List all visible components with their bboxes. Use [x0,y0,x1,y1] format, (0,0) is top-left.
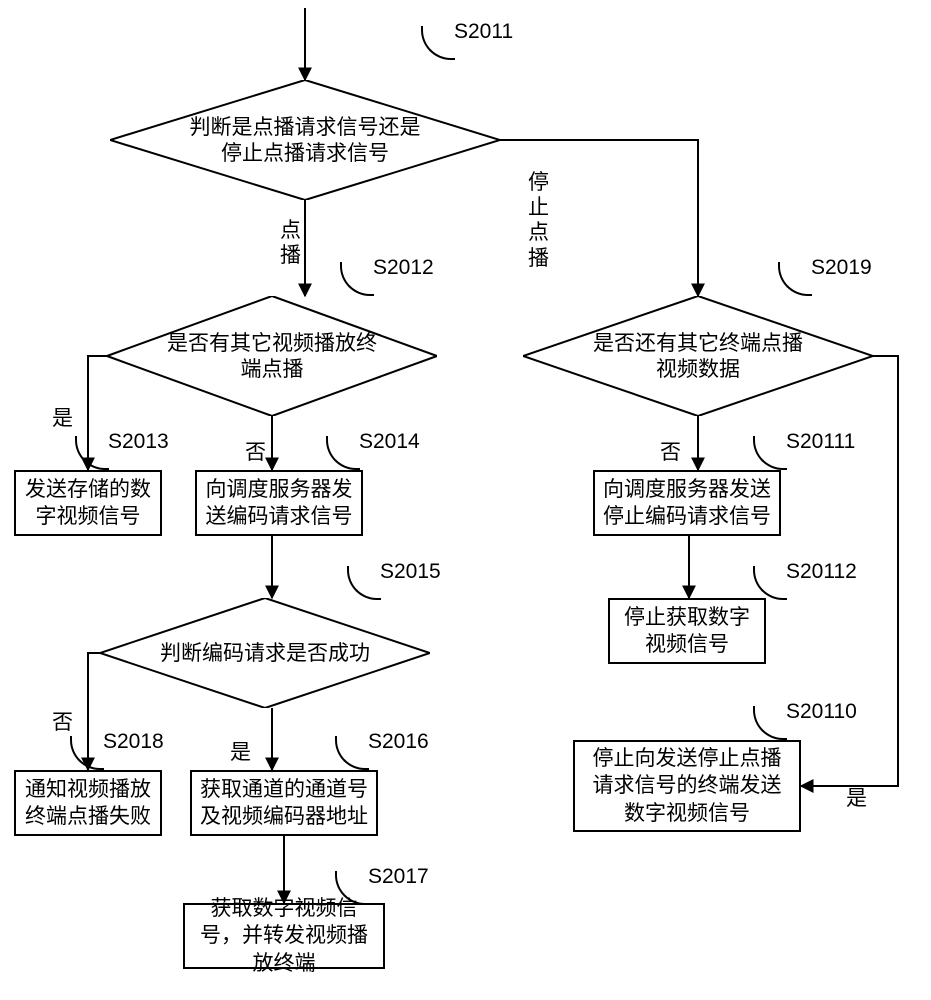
callout-hook [75,436,109,470]
step-label-s2013: S2013 [108,430,169,454]
edge-label-el_s2012_no: 否 [245,440,266,465]
step-label-s2019: S2019 [811,256,872,280]
decision-text-s2011: 判断是点播请求信号还是停止点播请求信号 [110,80,500,200]
callout-hook [778,262,812,296]
decision-text-s2019: 是否还有其它终端点播视频数据 [523,296,873,416]
process-s2014: 向调度服务器发送编码请求信号 [195,470,363,536]
step-label-s2018: S2018 [103,730,164,754]
process-s20110: 停止向发送停止点播请求信号的终端发送数字视频信号 [573,740,801,832]
step-label-s20110: S20110 [786,700,857,724]
callout-hook [340,262,374,296]
process-s2017: 获取数字视频信号，并转发视频播放终端 [183,903,385,969]
step-label-s2012: S2012 [373,256,434,280]
process-s20112: 停止获取数字视频信号 [608,598,766,664]
step-label-s2017: S2017 [368,865,429,889]
edge-label-el_s2015_no: 否 [52,710,73,735]
decision-s2015: 判断编码请求是否成功 [100,598,430,708]
callout-hook [335,736,369,770]
step-label-s2015: S2015 [380,560,441,584]
callout-hook [347,566,381,600]
process-s2016: 获取通道的通道号及视频编码器地址 [190,770,378,836]
edge-label-el_play: 点 播 [280,218,301,268]
process-s2018: 通知视频播放终端点播失败 [14,770,162,836]
process-s2013: 发送存储的数字视频信号 [14,470,162,536]
decision-s2011: 判断是点播请求信号还是停止点播请求信号 [110,80,500,200]
step-label-s20112: S20112 [786,560,857,584]
step-label-s20111: S20111 [786,430,855,454]
decision-s2012: 是否有其它视频播放终端点播 [107,296,437,416]
callout-hook [753,706,787,740]
callout-hook [753,566,787,600]
decision-text-s2012: 是否有其它视频播放终端点播 [107,296,437,416]
step-label-s2014: S2014 [359,430,420,454]
step-label-s2016: S2016 [368,730,429,754]
callout-hook [753,436,787,470]
step-label-s2011: S2011 [454,20,513,44]
edge-label-el_s2012_yes: 是 [52,406,73,431]
edge-label-el_s2019_yes: 是 [846,786,867,811]
process-s20111: 向调度服务器发送停止编码请求信号 [593,470,781,536]
decision-text-s2015: 判断编码请求是否成功 [100,598,430,708]
edge-label-el_stop: 停 止 点 播 [528,170,549,271]
decision-s2019: 是否还有其它终端点播视频数据 [523,296,873,416]
callout-hook [70,736,104,770]
callout-hook [326,436,360,470]
callout-hook [421,26,455,60]
edge-label-el_s2015_yes: 是 [230,740,251,765]
edge-label-el_s2019_no: 否 [660,440,681,465]
